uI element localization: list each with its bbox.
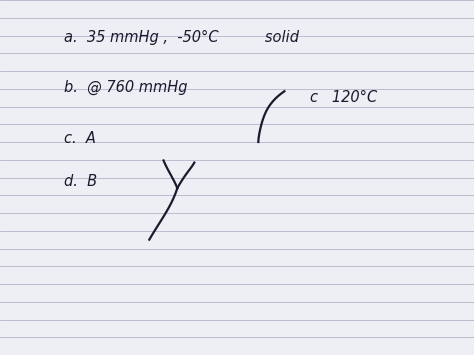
Text: c.  A: c. A bbox=[64, 131, 96, 146]
Text: c   120°C: c 120°C bbox=[310, 90, 378, 105]
Text: b.  @ 760 mmHg: b. @ 760 mmHg bbox=[64, 80, 188, 94]
Text: a.  35 mmHg ,  -50°C          solid: a. 35 mmHg , -50°C solid bbox=[64, 30, 299, 45]
Text: d.  B: d. B bbox=[64, 174, 97, 189]
